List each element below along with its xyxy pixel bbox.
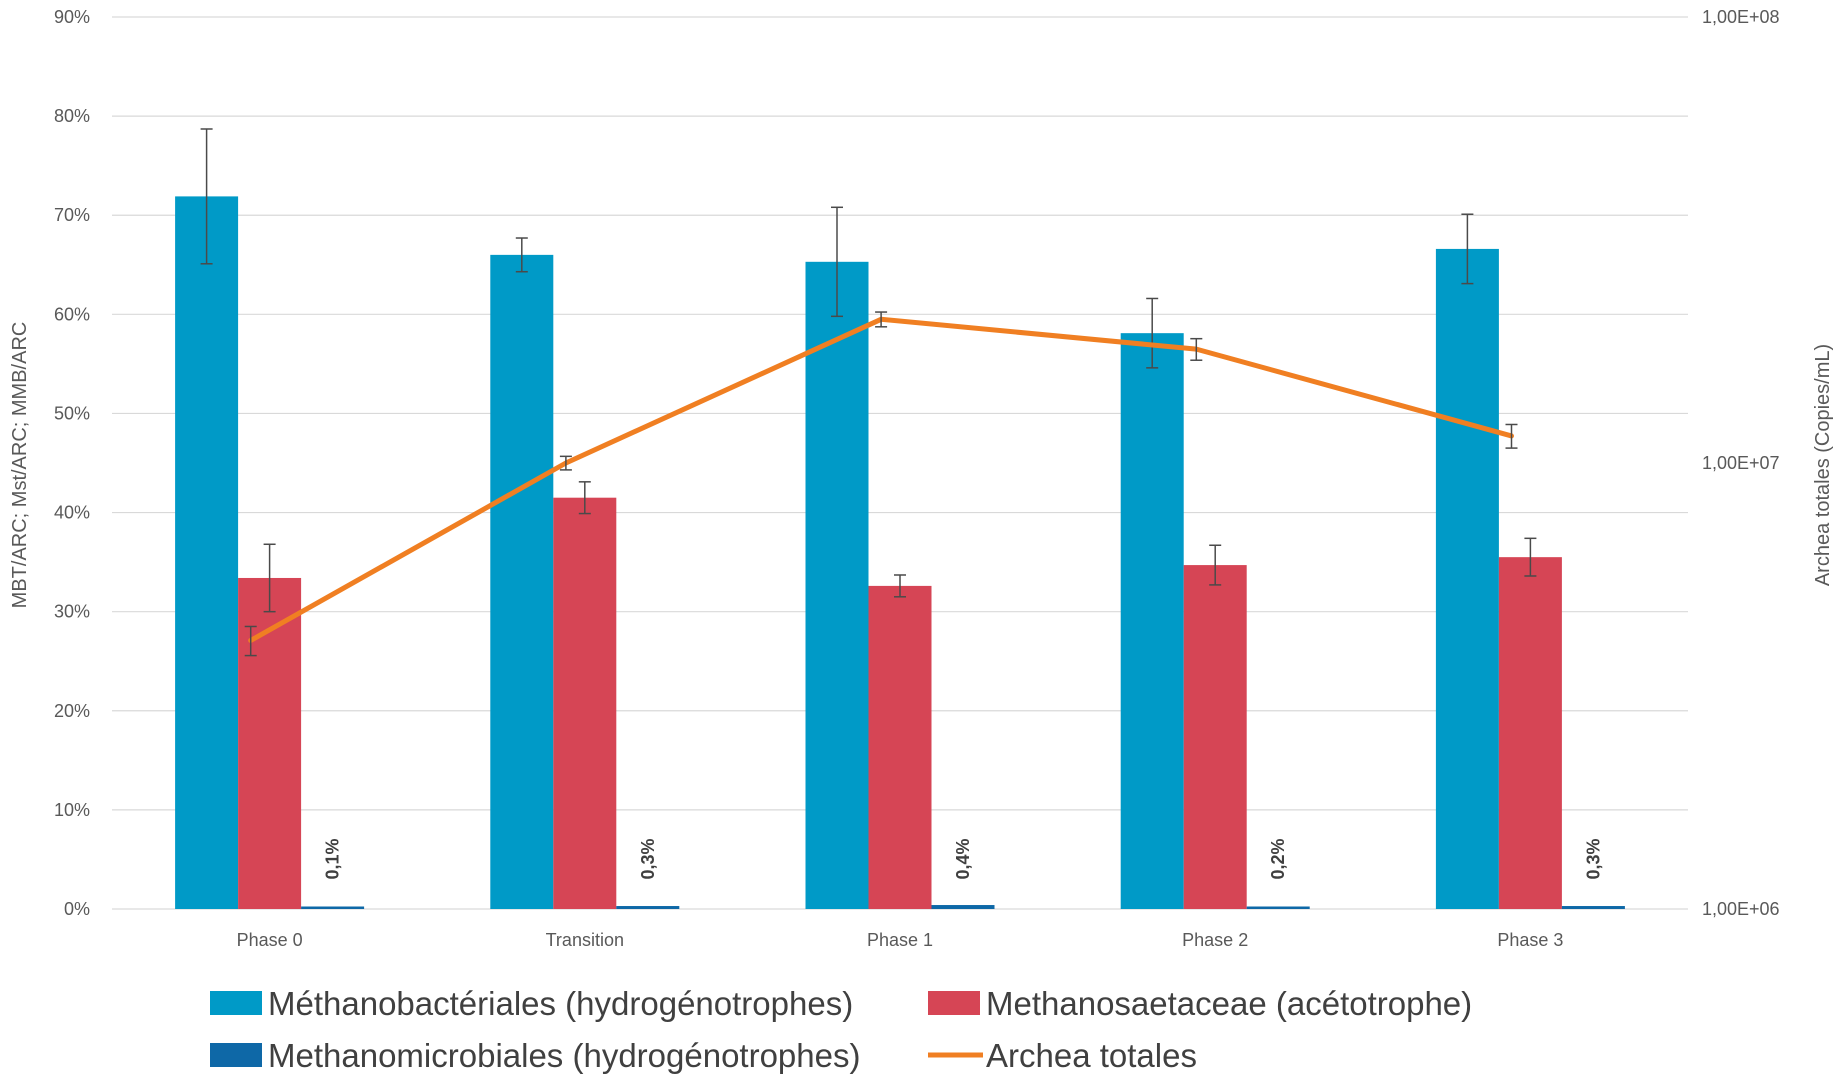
- bar: [490, 254, 554, 909]
- y2-tick-label: 1,00E+07: [1702, 453, 1780, 473]
- data-label: 0,3%: [638, 838, 658, 879]
- bars: [175, 128, 1625, 910]
- bar: [301, 906, 365, 909]
- bar: [1183, 565, 1247, 909]
- y-tick-label: 20%: [54, 701, 90, 721]
- y-tick-label: 90%: [54, 7, 90, 27]
- legend-swatch: [210, 1043, 262, 1067]
- bar: [805, 261, 869, 909]
- y-axis-title: MBT/ARC; Mst/ARC; MMB/ARC: [9, 322, 31, 609]
- x-tick-label: Transition: [546, 930, 624, 950]
- x-tick-label: Phase 0: [237, 930, 303, 950]
- y2-tick-label: 1,00E+08: [1702, 7, 1780, 27]
- bar: [175, 196, 239, 909]
- legend-swatch: [928, 991, 980, 1015]
- x-tick-label: Phase 2: [1182, 930, 1248, 950]
- bar: [616, 906, 680, 909]
- bar: [1435, 248, 1499, 910]
- y-tick-label: 10%: [54, 800, 90, 820]
- gridlines: [112, 16, 1688, 910]
- y-tick-label: 80%: [54, 106, 90, 126]
- legend-swatch: [210, 991, 262, 1015]
- bar: [1561, 906, 1625, 909]
- x-tick-label: Phase 1: [867, 930, 933, 950]
- y-tick-label: 60%: [54, 304, 90, 324]
- bar: [1120, 333, 1184, 910]
- legend-label: Archea totales: [986, 1037, 1197, 1074]
- bar: [1498, 557, 1562, 909]
- bar: [1246, 906, 1310, 909]
- legend: Méthanobactériales (hydrogénotrophes) Met…: [210, 985, 1472, 1074]
- legend-label: Méthanobactériales (hydrogénotrophes): [268, 985, 853, 1022]
- bar: [931, 905, 995, 909]
- legend-label: Methanosaetaceae (acétotrophe): [986, 985, 1472, 1022]
- y-tick-label: 40%: [54, 503, 90, 523]
- x-tick-label: Phase 3: [1497, 930, 1563, 950]
- y2-axis-title: Archea totales (Copies/mL): [1812, 344, 1834, 586]
- bar: [868, 585, 932, 909]
- y-tick-label: 50%: [54, 403, 90, 423]
- axes: MBT/ARC; Mst/ARC; MMB/ARC Archea totales…: [9, 7, 1834, 950]
- y-tick-label: 30%: [54, 602, 90, 622]
- bar: [553, 497, 617, 909]
- y-tick-label: 70%: [54, 205, 90, 225]
- y2-tick-label: 1,00E+06: [1702, 899, 1780, 919]
- y-tick-label: 0%: [64, 899, 90, 919]
- line-series: [244, 311, 1518, 657]
- data-labels: 0,1% 0,3% 0,4% 0,2% 0,3%: [323, 838, 1604, 879]
- data-label: 0,4%: [953, 838, 973, 879]
- legend-label: Methanomicrobiales (hydrogénotrophes): [268, 1037, 861, 1074]
- data-label: 0,3%: [1583, 838, 1603, 879]
- data-label: 0,1%: [323, 838, 343, 879]
- data-label: 0,2%: [1268, 838, 1288, 879]
- bar: [238, 577, 302, 909]
